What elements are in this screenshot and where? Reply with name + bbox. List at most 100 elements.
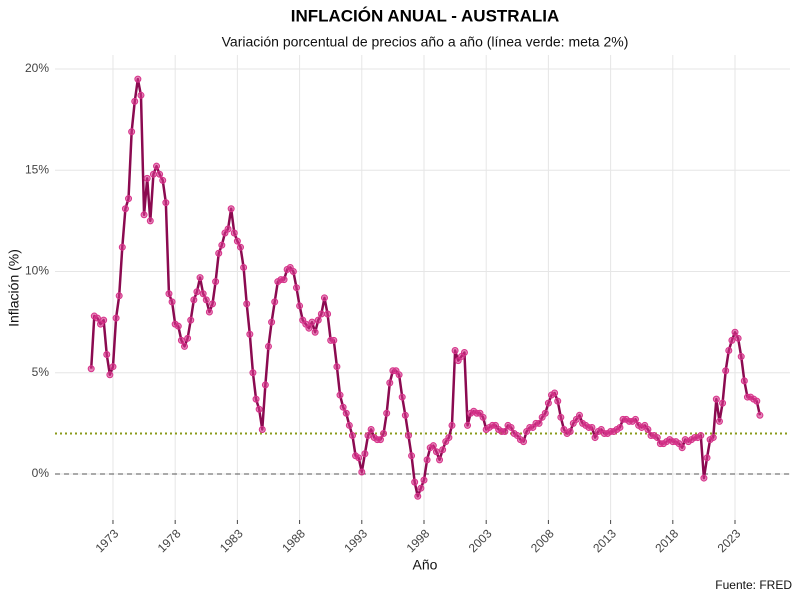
data-point [252,395,260,403]
data-point [451,346,459,354]
data-point [414,492,422,500]
data-point [644,425,652,433]
data-point [296,302,304,310]
data-point [311,328,319,336]
data-point [728,336,736,344]
data-point [193,288,201,296]
data-point [115,292,123,300]
data-point [258,425,266,433]
data-point [631,415,639,423]
data-point [227,205,235,213]
data-point [404,432,412,440]
x-axis-label: Año [413,557,438,573]
data-point [255,405,263,413]
data-point [678,444,686,452]
caption: Fuente: FRED [715,578,792,592]
data-point [134,75,142,83]
data-point [324,310,332,318]
data-point [128,128,136,136]
data-point [401,411,409,419]
data-point [364,432,372,440]
x-tick-label: 2013 [590,526,619,555]
data-point [348,432,356,440]
data-point [355,454,363,462]
data-point [336,391,344,399]
data-point [289,268,297,276]
data-point [199,290,207,298]
data-point [190,296,198,304]
data-point [756,411,764,419]
y-tick-label: 20% [25,61,49,75]
data-point [383,409,391,417]
data-point [342,409,350,417]
data-point [140,211,148,219]
data-point [93,314,101,322]
x-tick-label: 1973 [93,526,122,555]
data-point [121,205,129,213]
data-point [709,434,717,442]
x-tick-label: 2008 [528,526,557,555]
data-point [125,195,133,203]
x-tick-label: 2018 [652,526,681,555]
data-point [162,199,170,207]
data-point [243,300,251,308]
data-point [314,316,322,324]
data-point [423,456,431,464]
data-point [479,413,487,421]
data-point [361,450,369,458]
data-point [240,263,248,271]
data-point [236,243,244,251]
data-point [103,351,111,359]
data-point [156,170,164,178]
data-point [205,308,213,316]
x-tick-label: 1988 [279,526,308,555]
data-point [246,330,254,338]
data-point [146,217,154,225]
data-point [436,456,444,464]
y-tick-label: 5% [32,365,50,379]
data-point [439,446,447,454]
data-point [460,349,468,357]
data-point [215,249,223,257]
data-point [417,484,425,492]
data-point [305,324,313,332]
data-point [280,276,288,284]
y-tick-label: 15% [25,162,49,176]
data-point [118,243,126,251]
data-point [137,91,145,99]
data-point [317,310,325,318]
data-point [719,399,727,407]
y-tick-label: 0% [32,466,50,480]
data-point [165,290,173,298]
data-point [566,427,574,435]
data-point [218,241,226,249]
data-point [408,452,416,460]
data-point [367,425,375,433]
data-point [395,371,403,379]
data-point [557,413,565,421]
data-point [591,434,599,442]
data-point [292,284,300,292]
data-point [411,478,419,486]
data-point [109,363,117,371]
data-point [196,274,204,282]
data-point [159,176,167,184]
data-point [703,454,711,462]
x-tick-label: 1998 [404,526,433,555]
data-point [212,278,220,286]
data-point [233,237,241,245]
data-point [725,346,733,354]
data-point [345,421,353,429]
data-point [712,395,720,403]
data-point [380,430,388,438]
data-point [576,411,584,419]
data-point [330,336,338,344]
data-point [149,170,157,178]
data-point [588,423,596,431]
data-point [320,294,328,302]
data-point [734,334,742,342]
data-point [722,367,730,375]
data-point [261,381,269,389]
data-point [209,300,216,308]
